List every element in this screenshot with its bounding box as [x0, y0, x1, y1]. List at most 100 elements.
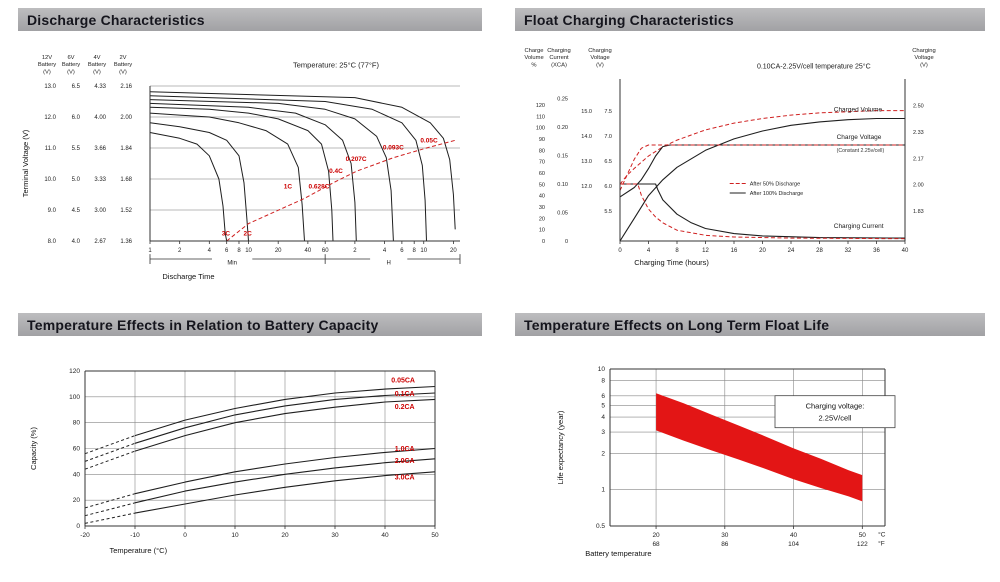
svg-text:(V): (V) [93, 69, 101, 75]
svg-text:0.10CA-2.25V/cell temperature: 0.10CA-2.25V/cell temperature 25°C [757, 62, 871, 70]
svg-text:122: 122 [857, 541, 868, 548]
svg-text:3.00: 3.00 [94, 208, 106, 214]
svg-text:After 100% Discharge: After 100% Discharge [750, 191, 804, 197]
svg-text:8: 8 [237, 248, 241, 254]
panel-float-life: Temperature Effects on Long Term Float L… [515, 313, 985, 581]
svg-text:Charging: Charging [912, 48, 936, 54]
svg-text:5.5: 5.5 [604, 209, 612, 215]
svg-text:15.0: 15.0 [581, 109, 592, 115]
svg-text:Battery: Battery [88, 62, 106, 68]
svg-text:30: 30 [539, 205, 545, 211]
panel-title-float-life: Temperature Effects on Long Term Float L… [524, 316, 830, 333]
svg-text:3.33: 3.33 [94, 177, 106, 183]
svg-text:1C: 1C [284, 183, 293, 190]
svg-text:30: 30 [721, 532, 729, 539]
svg-text:1.84: 1.84 [120, 146, 132, 152]
svg-text:0.10: 0.10 [557, 182, 568, 188]
svg-text:60: 60 [73, 446, 81, 453]
svg-text:8: 8 [413, 248, 417, 254]
svg-text:40: 40 [381, 532, 389, 539]
svg-text:6.5: 6.5 [604, 159, 612, 165]
panel-float-charging: Float Charging Characteristics 0 4 8 12 16 20… [515, 8, 985, 303]
svg-text:20: 20 [450, 248, 457, 254]
svg-text:68: 68 [652, 541, 660, 548]
svg-text:10: 10 [539, 228, 545, 234]
svg-text:1.68: 1.68 [120, 177, 132, 183]
svg-text:12.0: 12.0 [581, 184, 592, 190]
panel-title-discharge: Discharge Characteristics [27, 11, 205, 28]
svg-text:Charging: Charging [588, 48, 612, 54]
svg-text:2: 2 [178, 248, 182, 254]
svg-text:1.83: 1.83 [913, 209, 924, 215]
svg-text:40: 40 [790, 532, 798, 539]
svg-text:0.25: 0.25 [557, 96, 568, 102]
svg-text:50: 50 [539, 182, 545, 188]
svg-text:2: 2 [353, 248, 357, 254]
svg-text:Charge: Charge [524, 48, 543, 54]
svg-text:10: 10 [420, 248, 427, 254]
svg-text:8: 8 [675, 248, 679, 254]
svg-text:2.00: 2.00 [120, 115, 132, 121]
svg-text:4.0: 4.0 [72, 239, 81, 245]
svg-text:1: 1 [601, 487, 605, 494]
svg-text:H: H [387, 261, 391, 267]
svg-text:(V): (V) [119, 69, 127, 75]
svg-text:5.5: 5.5 [72, 146, 81, 152]
svg-text:30: 30 [331, 532, 339, 539]
svg-text:80: 80 [539, 148, 545, 154]
svg-text:24: 24 [788, 248, 795, 254]
svg-text:(V): (V) [920, 62, 928, 68]
discharge-characteristics-chart: 1 2 4 6 8 10 20 40 60 2 4 6 8 10 2012VBattery(V)13.012… [21, 55, 461, 281]
svg-text:2.25V/cell: 2.25V/cell [819, 414, 852, 423]
svg-text:10: 10 [598, 366, 606, 373]
svg-text:3: 3 [601, 429, 605, 436]
svg-text:40: 40 [539, 194, 545, 200]
svg-text:%: % [531, 62, 536, 68]
svg-text:-10: -10 [130, 532, 140, 539]
svg-text:0.5: 0.5 [596, 523, 605, 530]
svg-text:(Constant 2.25v/cell): (Constant 2.25v/cell) [837, 148, 885, 154]
svg-text:40: 40 [73, 471, 81, 478]
svg-text:1.36: 1.36 [120, 239, 132, 245]
svg-text:13.0: 13.0 [581, 159, 592, 165]
svg-text:0.05C: 0.05C [420, 138, 438, 145]
svg-text:120: 120 [69, 368, 80, 375]
svg-text:20: 20 [759, 248, 766, 254]
svg-text:(XCA): (XCA) [551, 62, 567, 68]
svg-text:20: 20 [539, 216, 545, 222]
svg-text:5: 5 [601, 402, 605, 409]
svg-text:7.5: 7.5 [604, 109, 612, 115]
svg-text:Charging Time (hours): Charging Time (hours) [634, 258, 709, 267]
svg-text:10: 10 [231, 532, 239, 539]
svg-text:3C: 3C [222, 231, 231, 238]
svg-text:4: 4 [208, 248, 212, 254]
svg-text:0.20: 0.20 [557, 125, 568, 131]
svg-text:2C: 2C [243, 231, 252, 238]
svg-text:12: 12 [702, 248, 709, 254]
svg-text:0.1CA: 0.1CA [395, 391, 415, 398]
svg-text:(V): (V) [596, 62, 604, 68]
svg-text:20: 20 [275, 248, 282, 254]
svg-text:0.05: 0.05 [557, 210, 568, 216]
svg-text:40: 40 [902, 248, 909, 254]
svg-text:5.0: 5.0 [72, 177, 81, 183]
svg-text:3.0CA: 3.0CA [395, 475, 415, 482]
svg-text:2.33: 2.33 [913, 130, 924, 136]
panel-discharge-characteristics: Discharge Characteristics 1 2 4 6 8 10 20 40 60 2… [18, 8, 482, 303]
svg-text:104: 104 [788, 541, 799, 548]
svg-text:6.5: 6.5 [72, 84, 81, 90]
svg-text:Charge Voltage: Charge Voltage [837, 134, 882, 141]
svg-text:9.0: 9.0 [48, 208, 57, 214]
svg-text:12.0: 12.0 [44, 115, 56, 121]
svg-text:2.0CA: 2.0CA [395, 458, 415, 465]
svg-text:Discharge Time: Discharge Time [162, 272, 214, 281]
svg-text:6.0: 6.0 [604, 184, 612, 190]
svg-text:20: 20 [652, 532, 660, 539]
svg-text:110: 110 [536, 114, 545, 120]
svg-text:10.0: 10.0 [44, 177, 56, 183]
svg-text:0.05CA: 0.05CA [391, 378, 415, 385]
svg-text:0.4C: 0.4C [329, 168, 343, 175]
svg-text:°C: °C [878, 530, 886, 538]
svg-text:2: 2 [601, 450, 605, 457]
svg-text:60: 60 [539, 171, 545, 177]
